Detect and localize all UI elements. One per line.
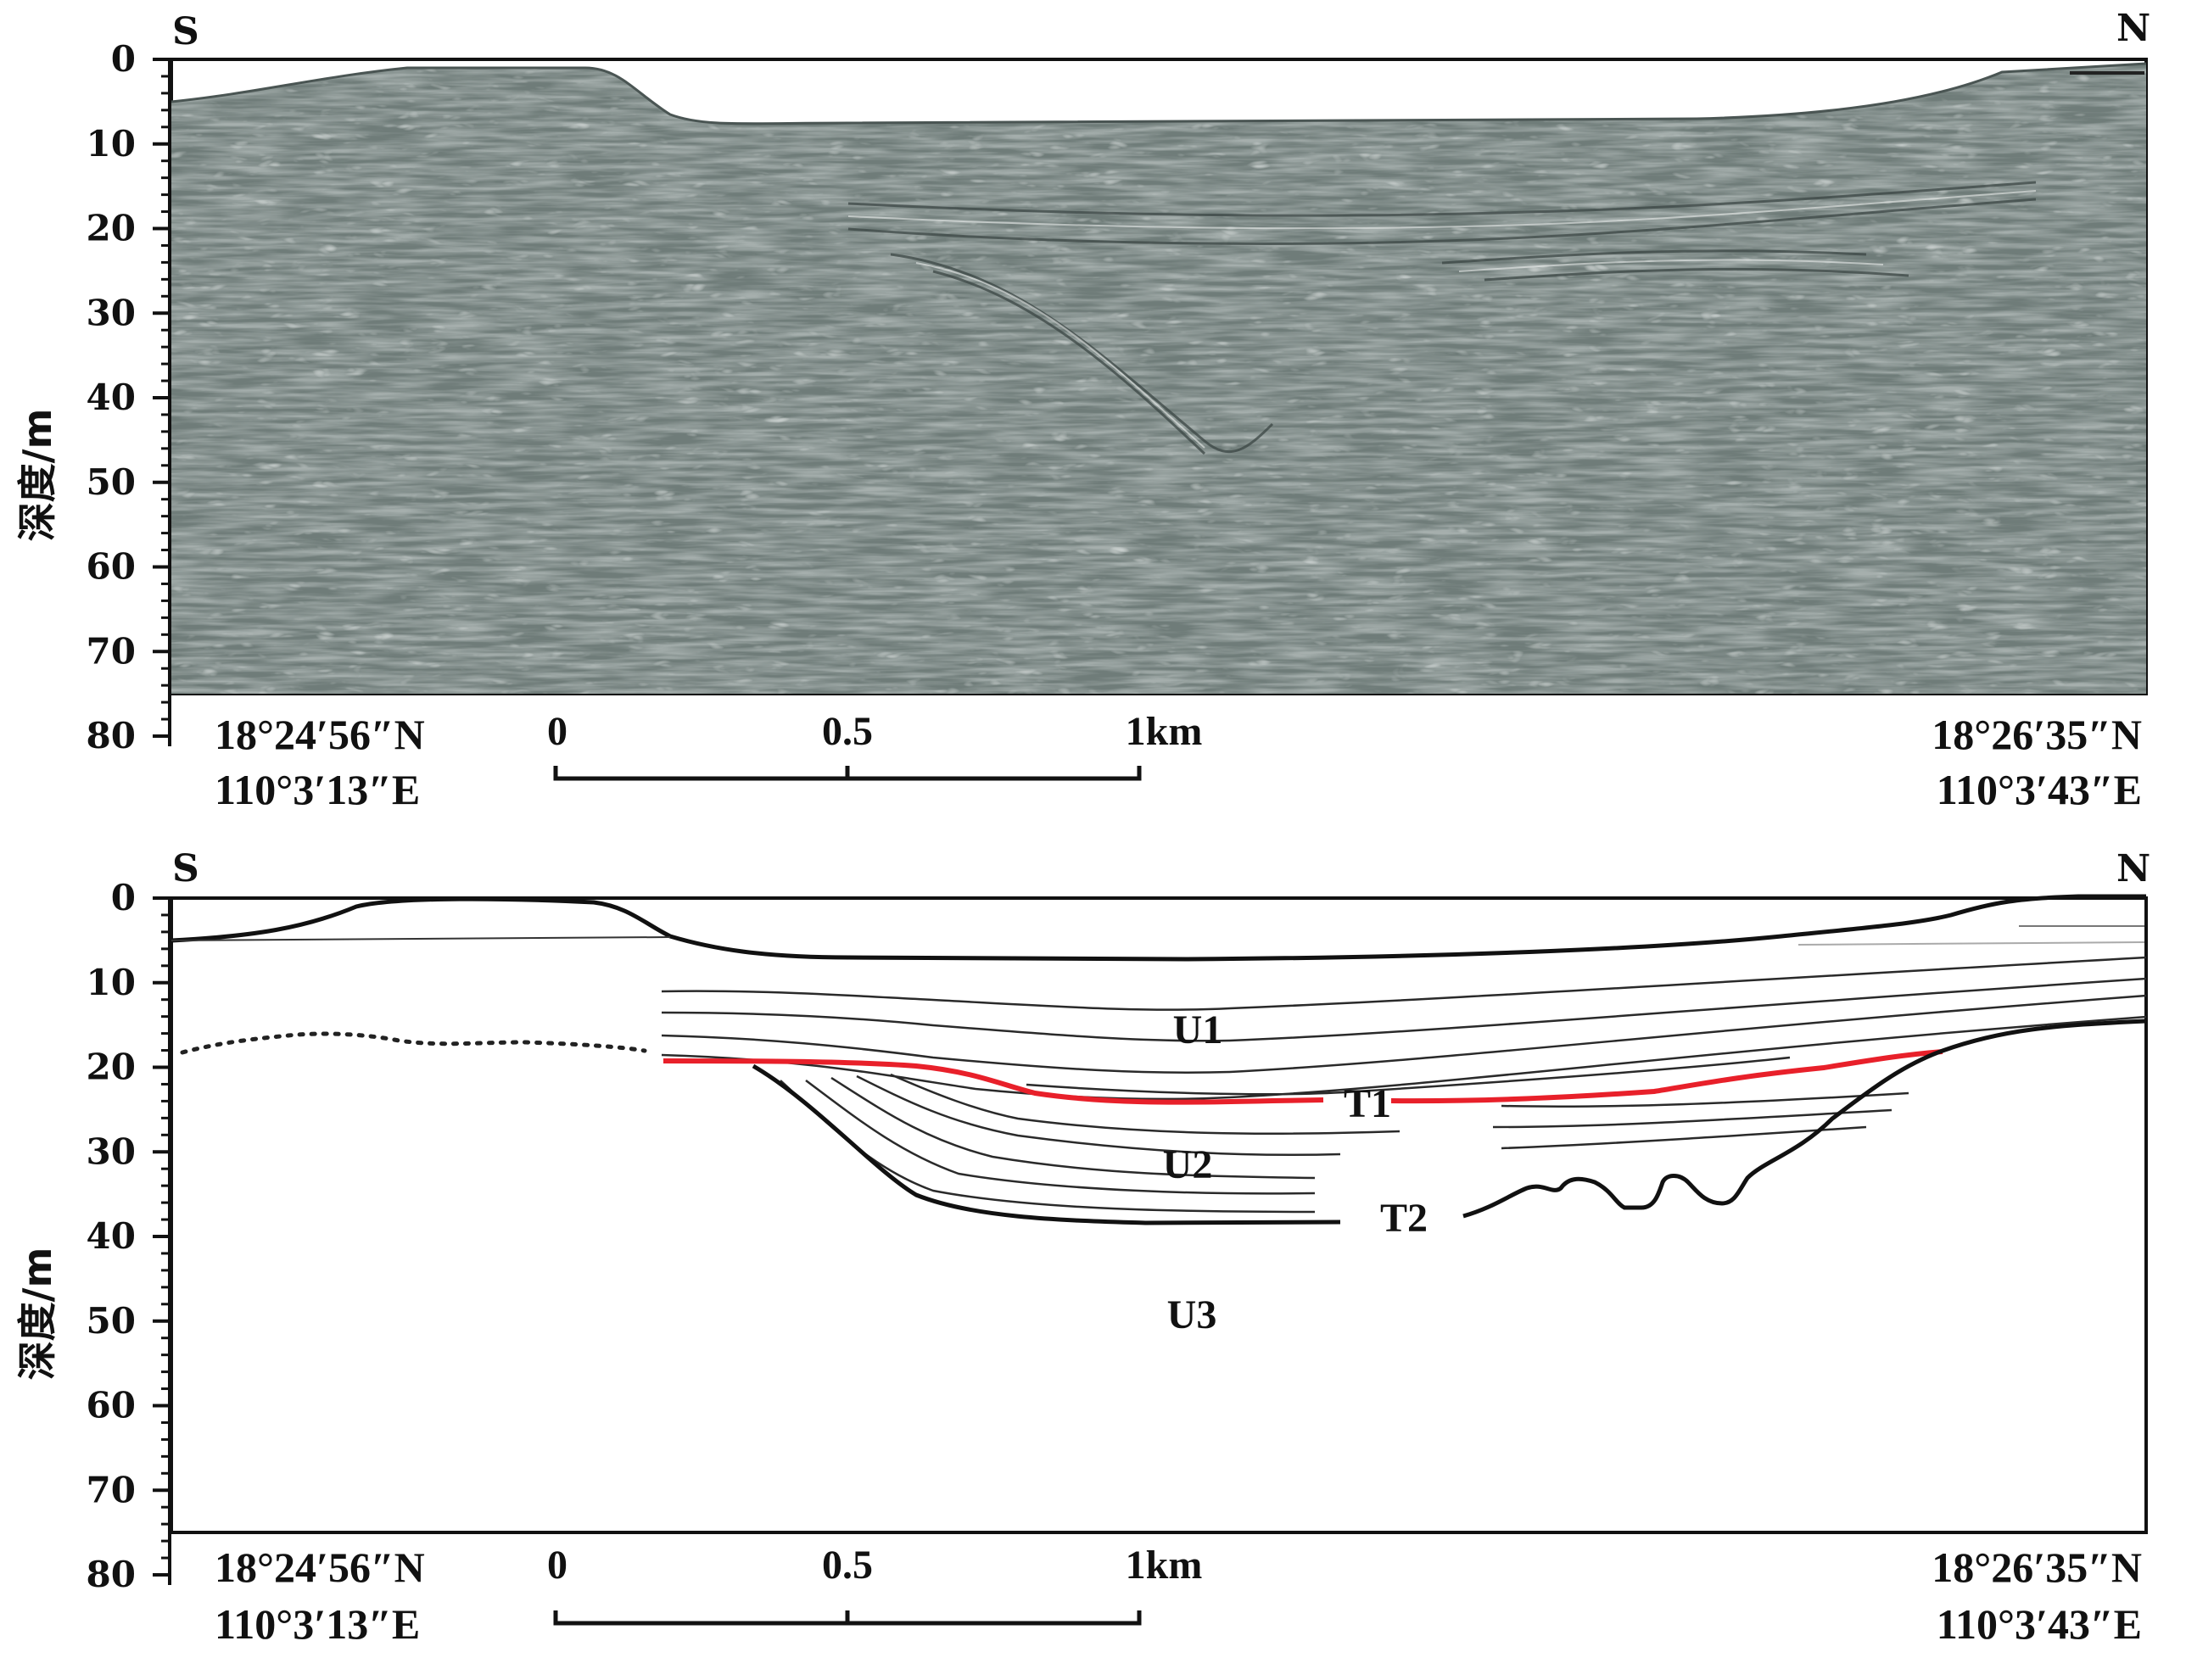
seafloor-line <box>171 62 2147 126</box>
right-coord-lon: 110°3′43″E <box>1937 766 2142 813</box>
depth-tick-label: 10 <box>87 962 136 1003</box>
scale-1km: 1km <box>1126 709 1203 754</box>
depth-tick-label: 50 <box>87 1300 136 1342</box>
t2-boundary-left <box>752 1063 1341 1225</box>
depth-tick-label: 70 <box>87 1469 136 1510</box>
scale-0: 0 <box>547 1543 567 1588</box>
interpretation-panel: U1 T1 U2 T2 U3 0 10 20 30 40 50 60 70 80 S N 深度/… <box>0 839 2186 1677</box>
north-label: N <box>2116 847 2150 890</box>
depth-tick-label: 50 <box>87 461 136 503</box>
depth-axis: 0 10 20 30 40 50 60 70 80 <box>87 877 171 1595</box>
left-coord-lat: 18°24′56″N <box>215 711 425 758</box>
depth-tick-label: 70 <box>87 630 136 672</box>
right-coord-lat: 18°26′35″N <box>1932 711 2142 758</box>
seismic-reflection-image <box>171 64 2146 694</box>
depth-tick-label: 30 <box>87 292 136 333</box>
seismic-profile-svg: 0 10 20 30 40 50 60 70 80 S N 深度/m 18°24′56″N 11… <box>14 7 2150 813</box>
u1-layers <box>661 956 2147 1101</box>
left-coord-lon: 110°3′13″E <box>215 1600 420 1648</box>
left-coord-lon: 110°3′13″E <box>215 766 420 813</box>
seismic-profile-panel: 0 10 20 30 40 50 60 70 80 S N 深度/m 18°24′56″N 11… <box>0 0 2186 838</box>
scale-1km: 1km <box>1126 1543 1203 1588</box>
interpretation-frame <box>170 896 2148 1534</box>
inferred-reflector <box>180 1031 647 1055</box>
scale-bar: 0 0.5 1km <box>547 1543 1203 1626</box>
reflector-t2-label: T2 <box>1380 1196 1428 1241</box>
north-label: N <box>2116 7 2150 50</box>
left-coord-lat: 18°24′56″N <box>215 1543 425 1591</box>
u2-layers <box>780 1056 1909 1214</box>
seafloor-line <box>171 894 2146 962</box>
unit-u2-label: U2 <box>1163 1142 1213 1187</box>
depth-tick-label: 80 <box>87 715 136 756</box>
depth-tick-label: 40 <box>87 377 136 418</box>
reflector-t1-label: T1 <box>1344 1081 1391 1126</box>
scale-half: 0.5 <box>822 1543 873 1588</box>
scale-half: 0.5 <box>822 709 873 754</box>
depth-axis: 0 10 20 30 40 50 60 70 80 <box>87 38 171 756</box>
scale-bar: 0 0.5 1km <box>547 709 1203 781</box>
unit-u1-label: U1 <box>1173 1007 1223 1052</box>
depth-axis-label: 深度/m <box>14 409 60 542</box>
depth-tick-label: 20 <box>87 208 136 249</box>
depth-tick-label: 40 <box>87 1215 136 1257</box>
t2-boundary-right <box>1462 1019 2147 1219</box>
t1-reflector <box>663 1049 1943 1105</box>
depth-tick-label: 60 <box>87 546 136 588</box>
south-label: S <box>172 10 199 53</box>
right-coord-lat: 18°26′35″N <box>1932 1543 2142 1591</box>
depth-tick-label: 80 <box>87 1554 136 1595</box>
right-coord-lon: 110°3′43″E <box>1937 1600 2142 1648</box>
unit-u3-label: U3 <box>1167 1292 1217 1337</box>
depth-axis-label: 深度/m <box>14 1247 60 1381</box>
depth-tick-label: 10 <box>87 123 136 165</box>
depth-tick-label: 20 <box>87 1047 136 1088</box>
scale-0: 0 <box>547 709 567 754</box>
interpretation-svg: U1 T1 U2 T2 U3 0 10 20 30 40 50 60 70 80 S N 深度/… <box>14 847 2150 1648</box>
south-label: S <box>172 847 199 890</box>
depth-tick-label: 30 <box>87 1130 136 1172</box>
depth-tick-label: 0 <box>111 877 136 918</box>
depth-tick-label: 60 <box>87 1385 136 1426</box>
depth-tick-label: 0 <box>111 38 136 80</box>
